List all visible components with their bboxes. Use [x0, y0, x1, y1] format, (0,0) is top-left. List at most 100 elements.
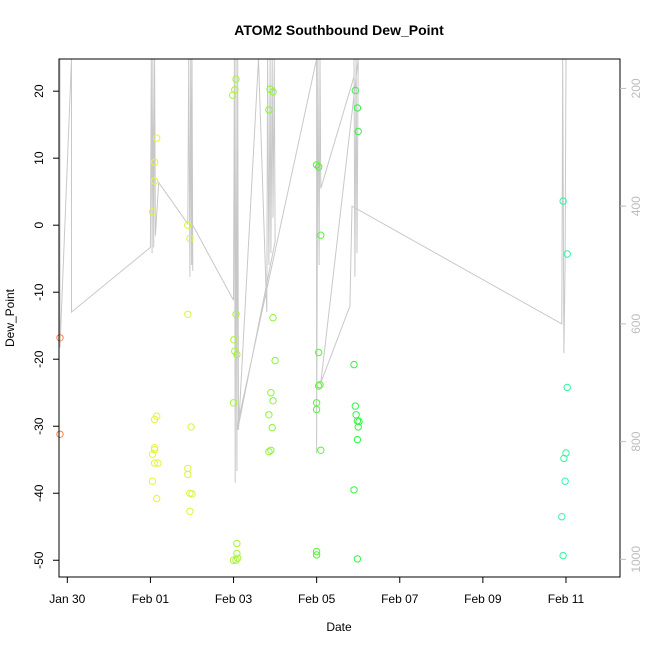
data-point	[234, 554, 242, 562]
right-tick-label: 800	[629, 431, 643, 451]
data-point	[267, 446, 275, 454]
data-point	[231, 86, 239, 94]
x-tick-label: Jan 30	[49, 592, 85, 606]
data-point	[153, 412, 161, 420]
x-tick-label: Feb 09	[464, 592, 502, 606]
data-point	[229, 556, 238, 564]
data-point	[153, 494, 161, 503]
y-tick-label: -50	[32, 551, 46, 569]
data-point	[351, 86, 359, 95]
data-point	[315, 348, 323, 357]
data-point	[268, 423, 276, 432]
y-tick-label: 10	[32, 151, 46, 165]
x-axis: Jan 30 Feb 01 Feb 03 Feb 05 Feb 07 Feb 09 Feb …	[49, 577, 585, 606]
data-point	[561, 477, 569, 485]
data-point	[269, 314, 277, 322]
data-point	[150, 158, 159, 166]
data-point	[312, 405, 321, 414]
data-point	[559, 197, 567, 205]
data-point	[269, 88, 277, 96]
data-point	[56, 334, 64, 342]
y-tick-label: -40	[32, 484, 46, 502]
x-tick-label: Feb 11	[548, 592, 585, 606]
data-point	[150, 459, 159, 467]
data-point	[184, 470, 192, 479]
data-point	[153, 134, 161, 142]
data-point	[184, 221, 192, 229]
y-axis-title: Dew_Point	[3, 288, 17, 347]
plot-area-frame	[58, 58, 621, 578]
right-tick-label: 1000	[629, 546, 643, 573]
data-point	[354, 127, 362, 136]
data-point	[184, 310, 192, 318]
data-point	[232, 75, 240, 83]
data-point	[186, 234, 194, 243]
data-point	[271, 356, 279, 365]
data-point	[353, 555, 362, 563]
data-point	[563, 250, 571, 258]
x-tick-label: Feb 03	[215, 592, 253, 606]
data-point	[148, 450, 157, 459]
data-point	[317, 446, 325, 454]
y-tick-label: -20	[32, 350, 46, 368]
data-point	[312, 551, 321, 559]
data-point	[563, 383, 571, 392]
x-tick-label: Feb 01	[132, 592, 170, 606]
data-point	[354, 423, 362, 431]
x-axis-title: Date	[326, 620, 352, 634]
data-point	[232, 310, 240, 318]
data-point	[558, 513, 566, 521]
data-point	[230, 336, 238, 344]
data-point	[56, 430, 64, 438]
data-point	[232, 556, 240, 564]
data-point	[154, 459, 162, 467]
data-point	[315, 163, 323, 171]
data-point	[559, 551, 567, 560]
y-tick-label: 0	[32, 222, 46, 229]
data-point	[233, 350, 241, 359]
data-point	[188, 490, 196, 498]
right-tick-label: 400	[629, 196, 643, 216]
data-point	[353, 435, 362, 444]
y-tick-label: -30	[32, 417, 46, 435]
data-point	[267, 389, 275, 397]
x-tick-label: Feb 05	[298, 592, 336, 606]
data-point	[352, 411, 360, 419]
pressure-trace-line	[59, 58, 567, 483]
data-point	[184, 464, 192, 473]
data-point	[229, 399, 238, 407]
data-point	[265, 411, 273, 419]
data-point	[265, 106, 273, 114]
data-point	[560, 454, 568, 463]
data-point	[317, 231, 325, 239]
data-point	[353, 104, 362, 112]
data-point	[355, 417, 363, 426]
data-point	[350, 486, 358, 494]
data-point	[315, 382, 323, 390]
y-tick-label: -10	[32, 283, 46, 301]
pressure-trace-layer	[59, 58, 567, 483]
right-tick-label: 200	[629, 78, 643, 98]
y-tick-label: 20	[32, 84, 46, 98]
right-axis: 200 400 600 800 1000	[620, 78, 643, 573]
data-point	[269, 397, 277, 405]
data-point	[150, 177, 159, 185]
x-tick-label: Feb 07	[381, 592, 419, 606]
data-point	[350, 360, 358, 369]
y-axis: 20 10 0 -10 -20 -30 -40 -50	[32, 84, 59, 569]
data-point	[265, 448, 273, 456]
data-point	[312, 547, 321, 556]
data-point	[316, 381, 324, 389]
data-point	[186, 507, 194, 515]
right-tick-label: 600	[629, 314, 643, 334]
data-point	[233, 539, 241, 548]
data-point	[312, 161, 321, 169]
data-point	[150, 444, 159, 452]
chart-title: ATOM2 Southbound Dew_Point	[234, 22, 444, 38]
data-point	[351, 402, 359, 410]
data-point	[150, 446, 159, 454]
data-point	[148, 208, 157, 216]
points-layer	[56, 75, 571, 564]
data-point	[187, 423, 195, 431]
